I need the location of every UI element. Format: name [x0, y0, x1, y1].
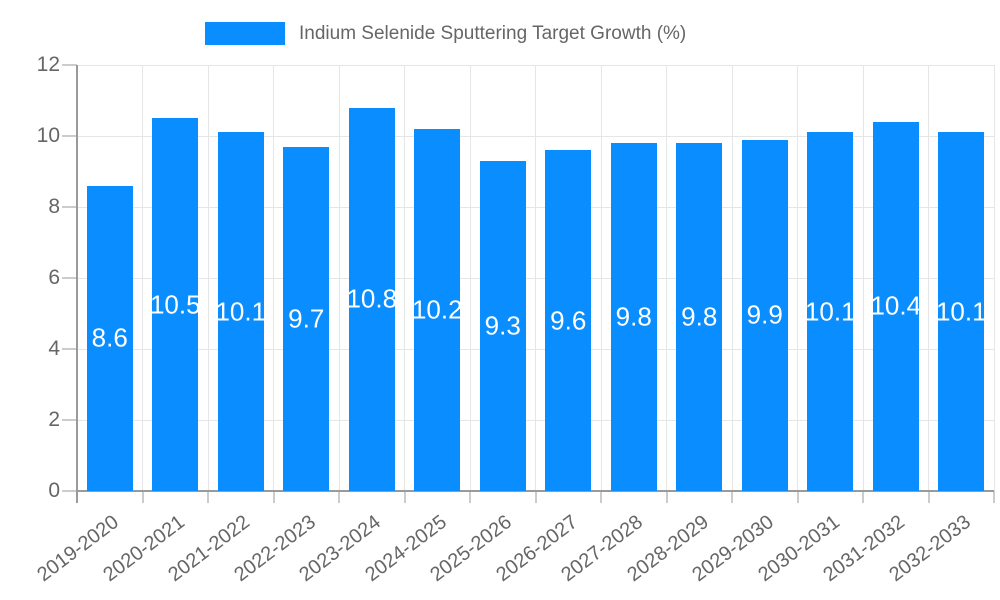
x-gridline [797, 65, 798, 491]
bar[interactable]: 9.6 [545, 150, 592, 491]
y-axis-label: 8 [48, 195, 60, 218]
bar-value-label: 9.3 [484, 310, 521, 341]
x-tick-mark [600, 491, 602, 503]
y-axis-label: 4 [48, 337, 60, 360]
x-gridline [404, 65, 405, 491]
bar[interactable]: 10.5 [149, 118, 201, 491]
x-tick-mark [731, 491, 733, 503]
bar-value-label: 10.1 [804, 296, 856, 327]
y-axis-label: 10 [36, 124, 60, 147]
y-axis-label: 0 [48, 479, 60, 502]
y-axis-label: 2 [48, 408, 60, 431]
x-tick-mark [796, 491, 799, 503]
x-gridline [731, 65, 733, 491]
x-tick-mark [272, 491, 275, 503]
x-tick-mark [665, 491, 668, 503]
bar[interactable]: 10.4 [870, 121, 922, 491]
x-gridline [535, 65, 536, 491]
y-axis-label: 6 [48, 266, 60, 289]
plot-area: 8.6 10.5 10.1 9.7 10.8 10.2 9.3 9.6 9.8 9.8 9.9 10.… [62, 64, 995, 503]
x-tick-mark [993, 491, 995, 503]
x-gridline [600, 65, 602, 491]
y-axis-line [76, 65, 78, 503]
x-gridline [469, 65, 471, 491]
bar[interactable]: 10.1 [935, 132, 987, 491]
bar-value-label: 9.9 [746, 299, 783, 330]
y-axis-label: 12 [36, 53, 60, 76]
bar-value-label: 8.6 [91, 322, 128, 353]
chart-legend[interactable]: Indium Selenide Sputtering Target Growth… [205, 20, 686, 47]
legend-label: Indium Selenide Sputtering Target Growth… [299, 23, 687, 44]
x-tick-mark [207, 491, 209, 503]
y-tick-mark [62, 277, 77, 279]
x-gridline [862, 65, 864, 491]
bar-value-label: 10.2 [411, 294, 463, 325]
bar-value-label: 10.4 [870, 290, 922, 321]
x-axis-line [76, 490, 994, 492]
y-tick-mark [62, 490, 77, 492]
x-tick-mark [469, 491, 471, 503]
y-tick-mark [62, 135, 77, 137]
x-tick-mark [338, 491, 340, 503]
bar-value-label: 10.1 [215, 296, 267, 327]
x-gridline [928, 65, 929, 491]
x-gridline [273, 65, 274, 491]
bar-value-label: 9.8 [615, 301, 652, 332]
bar[interactable]: 10.8 [346, 107, 398, 491]
bar[interactable]: 9.8 [610, 143, 657, 491]
bar-value-label: 10.8 [346, 283, 398, 314]
bar[interactable]: 9.3 [479, 160, 526, 491]
x-gridline [142, 65, 143, 491]
x-gridline [993, 65, 995, 491]
x-tick-mark [927, 491, 930, 503]
bar[interactable]: 10.1 [804, 132, 856, 491]
bar-value-label: 10.5 [149, 289, 201, 320]
x-tick-mark [862, 491, 864, 503]
x-tick-mark [403, 491, 406, 503]
bar[interactable]: 9.7 [283, 146, 330, 491]
bar[interactable]: 10.2 [411, 128, 463, 491]
x-gridline [207, 65, 209, 491]
y-tick-mark [62, 206, 77, 208]
legend-swatch [205, 22, 285, 45]
x-tick-mark [141, 491, 144, 503]
bar-value-label: 9.6 [550, 305, 587, 336]
x-gridline [338, 65, 340, 491]
bar[interactable]: 8.6 [86, 185, 133, 491]
bar-value-label: 9.8 [681, 301, 718, 332]
y-tick-mark [62, 348, 77, 350]
bar[interactable]: 9.8 [676, 143, 723, 491]
x-tick-mark [534, 491, 537, 503]
bar[interactable]: 9.9 [741, 139, 788, 491]
y-tick-mark [62, 419, 77, 421]
x-gridline [666, 65, 667, 491]
bar-value-label: 10.1 [935, 296, 987, 327]
bar-value-label: 9.7 [288, 303, 325, 334]
y-tick-mark [62, 64, 77, 66]
bar[interactable]: 10.1 [215, 132, 267, 491]
